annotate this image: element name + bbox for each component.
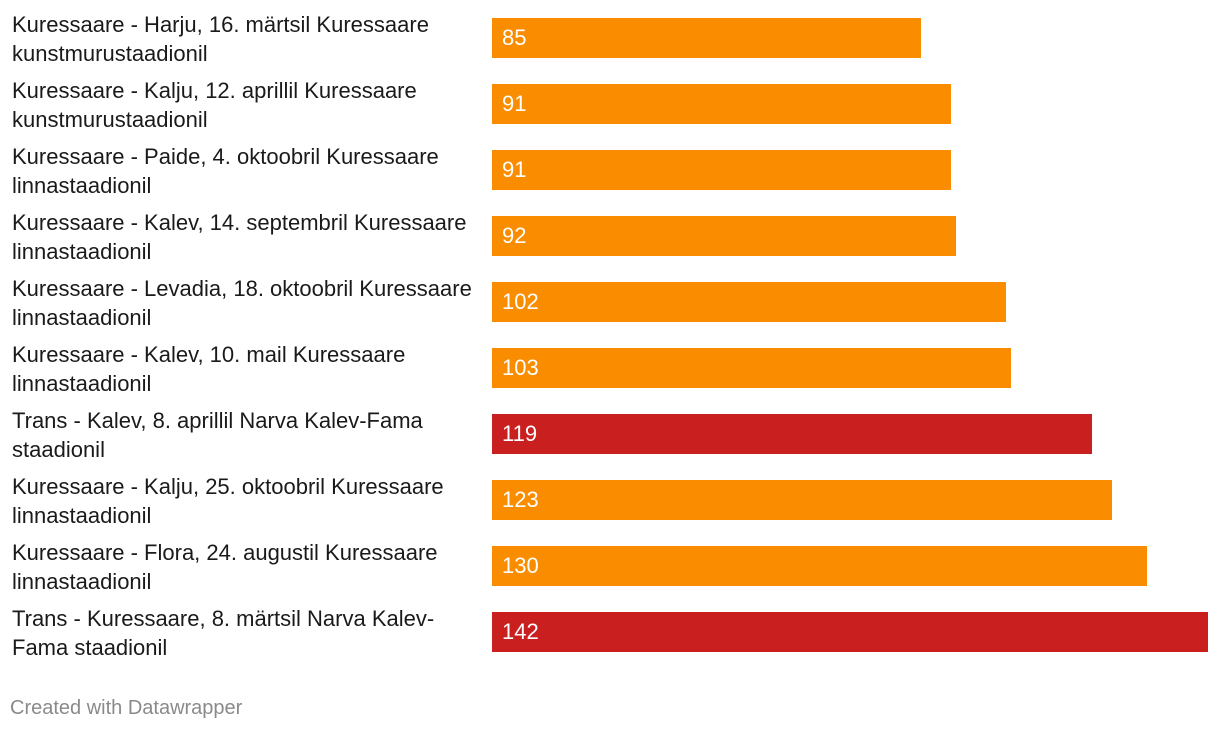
bar: 103 <box>492 348 1011 388</box>
bar-value-label: 91 <box>502 91 527 116</box>
bar-row: Kuressaare - Flora, 24. augustil Kuressa… <box>0 538 1220 604</box>
category-label: Trans - Kalev, 8. aprillil Narva Kalev-F… <box>12 408 423 462</box>
bar: 142 <box>492 612 1208 652</box>
category-label: Trans - Kuressaare, 8. märtsil Narva Kal… <box>12 606 435 660</box>
bar-value-label: 92 <box>502 223 527 248</box>
bar: 123 <box>492 480 1112 520</box>
category-label: Kuressaare - Kalju, 25. oktoobril Kuress… <box>12 474 444 528</box>
bar-row: Kuressaare - Kalju, 25. oktoobril Kuress… <box>0 472 1220 538</box>
bar-row: Trans - Kalev, 8. aprillil Narva Kalev-F… <box>0 406 1220 472</box>
bar-row: Kuressaare - Kalju, 12. aprillil Kuressa… <box>0 76 1220 142</box>
bar-row: Kuressaare - Kalev, 10. mail Kuressaare … <box>0 340 1220 406</box>
bar-row: Kuressaare - Harju, 16. märtsil Kuressaa… <box>0 10 1220 76</box>
category-label: Kuressaare - Kalju, 12. aprillil Kuressa… <box>12 78 417 132</box>
bar-value-label: 130 <box>502 553 539 578</box>
bar-chart: Kuressaare - Harju, 16. märtsil Kuressaa… <box>0 10 1220 670</box>
bar: 130 <box>492 546 1147 586</box>
bar: 85 <box>492 18 921 58</box>
bar-row: Kuressaare - Levadia, 18. oktoobril Kure… <box>0 274 1220 340</box>
credit-footer: Created with Datawrapper <box>10 697 243 719</box>
bar-value-label: 91 <box>502 157 527 182</box>
category-label: Kuressaare - Harju, 16. märtsil Kuressaa… <box>12 12 429 66</box>
category-label: Kuressaare - Levadia, 18. oktoobril Kure… <box>12 276 472 330</box>
bar-row: Kuressaare - Kalev, 14. septembril Kures… <box>0 208 1220 274</box>
bar-row: Trans - Kuressaare, 8. märtsil Narva Kal… <box>0 604 1220 670</box>
bar-value-label: 103 <box>502 355 539 380</box>
bar: 91 <box>492 150 951 190</box>
bar-row: Kuressaare - Paide, 4. oktoobril Kuressa… <box>0 142 1220 208</box>
bar: 119 <box>492 414 1092 454</box>
category-label: Kuressaare - Kalev, 10. mail Kuressaare … <box>12 342 406 396</box>
bar-value-label: 123 <box>502 487 539 512</box>
category-label: Kuressaare - Flora, 24. augustil Kuressa… <box>12 540 438 594</box>
bar-value-label: 142 <box>502 619 539 644</box>
bar-value-label: 102 <box>502 289 539 314</box>
bar-value-label: 119 <box>502 421 538 446</box>
bar: 91 <box>492 84 951 124</box>
category-label: Kuressaare - Kalev, 14. septembril Kures… <box>12 210 467 264</box>
category-label: Kuressaare - Paide, 4. oktoobril Kuressa… <box>12 144 439 198</box>
bar: 92 <box>492 216 956 256</box>
bar: 102 <box>492 282 1006 322</box>
bar-value-label: 85 <box>502 25 527 50</box>
